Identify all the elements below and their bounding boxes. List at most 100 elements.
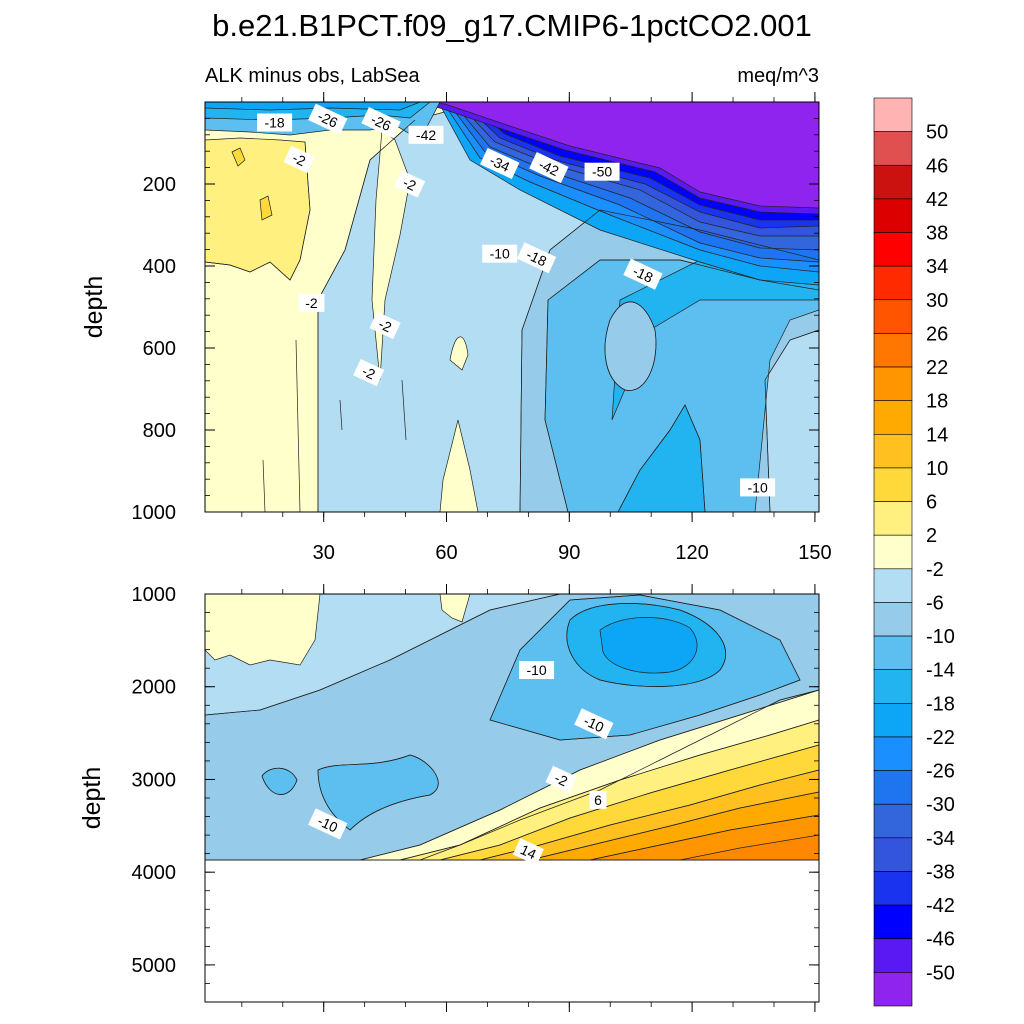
contour-label-bg xyxy=(574,708,614,740)
colorbar-swatch xyxy=(873,164,913,200)
x-tick-label: 120 xyxy=(675,542,708,564)
contour-label-text: -2 xyxy=(305,295,318,311)
y-tick-label: 800 xyxy=(143,420,176,442)
colorbar-swatch xyxy=(873,299,913,334)
colorbar-label: 42 xyxy=(926,189,948,211)
colorbar-swatch xyxy=(873,467,913,502)
lower-band--2 xyxy=(205,594,471,666)
contour-label-bg xyxy=(512,838,544,866)
chart-title: b.e21.B1PCT.f09_g17.CMIP6-1pctCO2.001 xyxy=(212,8,812,43)
y-tick-label: 1000 xyxy=(132,584,177,606)
contour-label-bg xyxy=(480,147,520,180)
contour-label-text: -10 xyxy=(581,712,606,735)
y-tick-label: 600 xyxy=(143,338,176,360)
contour-label: -2 xyxy=(298,293,325,312)
contour-label: -10 xyxy=(574,708,614,740)
colorbar-label: 2 xyxy=(926,525,937,547)
colorbar-swatch xyxy=(873,703,913,738)
y-tick-label: 1000 xyxy=(132,502,177,524)
lower-contour-lines xyxy=(205,594,819,861)
colorbar-swatch xyxy=(873,904,913,940)
colorbar-label: -34 xyxy=(926,828,955,850)
y-tick-label: 4000 xyxy=(132,862,177,884)
contour-label-text: -42 xyxy=(536,156,561,179)
contour-label-text: -42 xyxy=(416,127,436,143)
colorbar-swatch xyxy=(873,131,913,166)
contour-label-bg xyxy=(408,125,444,144)
colorbar-label: 30 xyxy=(926,290,948,312)
contour-label: -18 xyxy=(623,258,663,290)
upper-band-min xyxy=(414,102,819,209)
contour-label: -42 xyxy=(529,152,569,184)
lower-y-axis-label: depth xyxy=(78,767,106,830)
colorbar-swatch xyxy=(873,198,913,233)
upper-x-axis: 30 60 90 120 150 xyxy=(241,92,832,564)
contour-label: -18 xyxy=(516,242,557,274)
colorbar-swatch xyxy=(873,803,913,839)
contour-label-bg xyxy=(623,258,663,290)
upper-band--2-tongue xyxy=(449,336,469,371)
contour-label-bg xyxy=(589,790,607,809)
contour-label: -10 xyxy=(308,808,348,840)
contour-label-text: -50 xyxy=(592,164,612,180)
contour-label: -10 xyxy=(482,244,518,263)
lower-band--22 xyxy=(599,617,698,674)
colorbar-swatch xyxy=(873,232,913,267)
contour-label: -2 xyxy=(545,765,577,794)
contour-label-bg xyxy=(308,808,348,840)
upper-y-axis-label: depth xyxy=(80,276,108,339)
contour-label: -34 xyxy=(480,147,520,180)
upper-contour-field xyxy=(205,102,819,512)
contour-label-text: -10 xyxy=(490,246,510,262)
y-tick-label: 200 xyxy=(143,174,176,196)
contour-label-bg xyxy=(394,170,426,198)
upper-contour-labels: -18 -26 -26 -42 -34 -42 -50 -2 -2 -10 -18 -18 -2 -2 -2… xyxy=(257,103,776,497)
contour-label-bg xyxy=(257,113,293,132)
contour-label: -2 xyxy=(394,170,426,198)
x-tick-label: 30 xyxy=(313,542,335,564)
contour-label-bg xyxy=(283,145,315,174)
colorbar-label: 38 xyxy=(926,223,948,245)
colorbar-label: 14 xyxy=(926,424,948,446)
contour-label-text: 6 xyxy=(594,792,602,808)
upper-y-axis: 200 400 600 800 1000 xyxy=(132,101,819,524)
colorbar-swatch xyxy=(873,938,913,973)
contour-label-text: -26 xyxy=(368,111,393,134)
lower-y-axis: 1000 2000 3000 4000 5000 xyxy=(132,584,819,1003)
contour-label-bg xyxy=(361,106,401,139)
contour-label-text: -10 xyxy=(315,812,340,835)
colorbar-swatch xyxy=(873,635,913,671)
colorbar-swatch xyxy=(873,97,913,132)
colorbar-label: 46 xyxy=(926,155,948,177)
colorbar-swatch xyxy=(873,265,913,301)
colorbar: 50 46 42 38 34 30 26 22 18 14 10 6 2 -2 -6 -10 -14 -18 -22… xyxy=(873,97,955,1007)
contour-label: -50 xyxy=(584,162,620,181)
colorbar-label: -2 xyxy=(926,559,944,581)
upper-panel: -18 -26 -26 -42 -34 -42 -50 -2 -2 -10 -18 -18 -2 -2 -2… xyxy=(80,92,832,564)
colorbar-swatch xyxy=(873,602,913,637)
x-tick-label: 60 xyxy=(435,542,457,564)
colorbar-label: 22 xyxy=(926,357,948,379)
y-tick-label: 3000 xyxy=(132,769,177,791)
colorbar-swatch xyxy=(873,501,913,536)
contour-label: -18 xyxy=(257,113,293,132)
colorbar-label: -26 xyxy=(926,761,955,783)
colorbar-swatch xyxy=(873,736,913,771)
contour-label: -10 xyxy=(740,478,776,497)
contour-label: -26 xyxy=(361,106,401,139)
colorbar-swatch xyxy=(873,534,913,570)
colorbar-swatch xyxy=(873,972,913,1007)
colorbar-swatch xyxy=(873,400,913,435)
contour-label-text: -10 xyxy=(526,662,546,678)
lower-panel: -10 -10 -2 6 -10 14 1000 2000 3000 4000 5000 dept… xyxy=(78,584,820,1012)
colorbar-label: -10 xyxy=(926,626,955,648)
colorbar-label: 26 xyxy=(926,323,948,345)
colorbar-swatch xyxy=(873,669,913,704)
lower-x-axis xyxy=(241,584,816,1012)
contour-label: -2 xyxy=(283,145,315,174)
colorbar-label: -18 xyxy=(926,693,955,715)
contour-label: -10 xyxy=(519,661,555,680)
contour-label-bg xyxy=(308,103,348,135)
contour-label-text: 14 xyxy=(518,841,539,862)
